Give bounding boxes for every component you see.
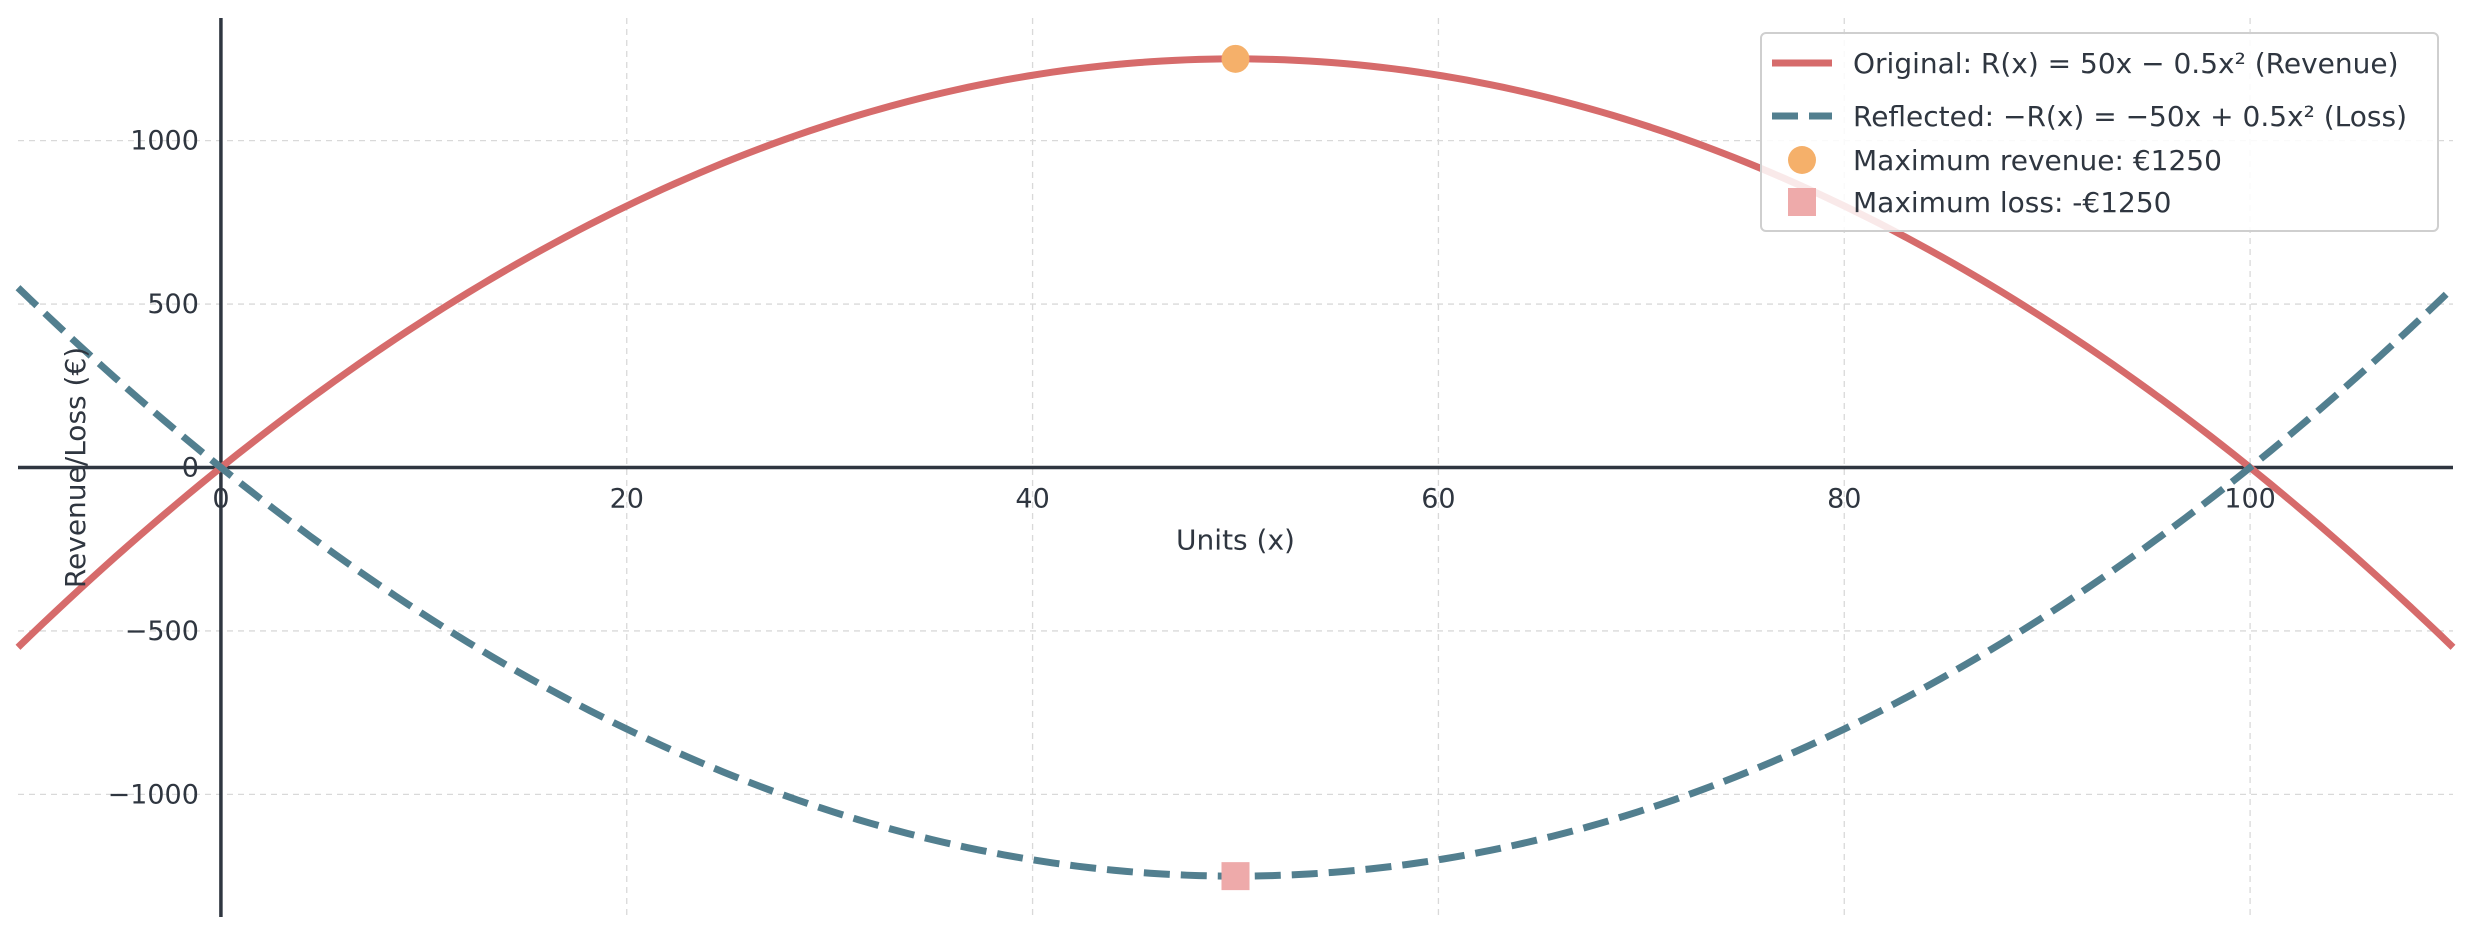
y-tick-label: 500	[147, 289, 199, 320]
y-tick-label: 1000	[130, 126, 199, 157]
x-tick-label: 100	[2224, 484, 2276, 515]
x-axis-label: Units (x)	[1176, 524, 1295, 557]
y-tick-label: −500	[125, 616, 199, 647]
y-axis-label: Revenue/Loss (€)	[59, 347, 92, 588]
series	[15, 44, 2456, 891]
series-line-1	[15, 285, 2456, 880]
legend-label: Original: R(x) = 50x − 0.5x² (Revenue)	[1853, 47, 2399, 80]
max-loss-point	[1221, 862, 1250, 891]
x-tick-label: 80	[1827, 484, 1861, 515]
y-tick-label: 0	[182, 453, 199, 484]
legend: Original: R(x) = 50x − 0.5x² (Revenue) Re…	[1760, 32, 2439, 232]
legend-swatch	[1788, 146, 1816, 174]
legend-frame	[1760, 32, 2439, 232]
x-tick-label: 0	[212, 484, 229, 515]
tick-labels: 0 20 40 60 80 100 −1000 −500 0 500 1000	[108, 126, 2276, 811]
x-tick-label: 60	[1421, 484, 1455, 515]
x-tick-label: 40	[1015, 484, 1049, 515]
max-revenue-point	[1221, 44, 1250, 73]
x-tick-label: 20	[610, 484, 644, 515]
legend-label: Maximum loss: -€1250	[1853, 186, 2171, 219]
legend-label: Reflected: −R(x) = −50x + 0.5x² (Loss)	[1853, 100, 2407, 133]
legend-swatch	[1788, 188, 1816, 216]
legend-label: Maximum revenue: €1250	[1853, 144, 2222, 177]
y-tick-label: −1000	[108, 779, 199, 810]
